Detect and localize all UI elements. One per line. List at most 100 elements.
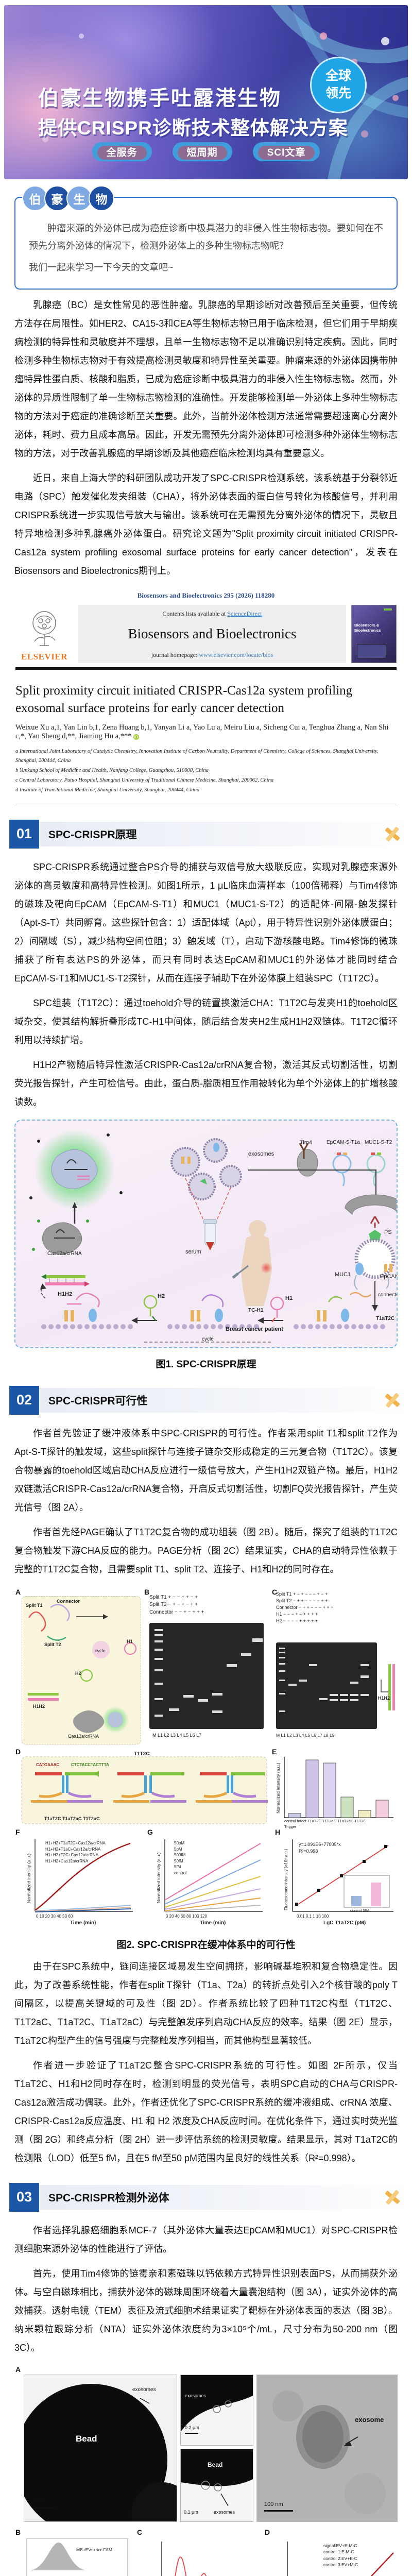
journal-masthead: Contents lists available at ScienceDirec… [78,605,346,663]
figure-2-caption: 图2. SPC-CRISPR在缓冲体系中的可行性 [116,1939,296,1951]
sparkle-icon [385,1393,400,1408]
section-1-bar [9,821,412,846]
fig2-panel-c-letter: C [272,1587,278,1596]
fig2-a-split-t2: Split T2 [44,1641,61,1647]
section-1-header: 01 SPC-CRISPR原理 [0,819,412,849]
fig3-scalebar-1 [32,2506,54,2509]
affiliation-b: b Yunkang School of Medicine and Health,… [15,768,209,774]
affiliation-d: d Institute of Translational Medicine, S… [15,787,200,793]
section-2-bar [9,1387,412,1413]
elsevier-wordmark: ELSEVIER [21,652,67,662]
cover-title: Biosensors & Bioelectronics [354,623,381,633]
fig3-scalebar-2 [185,2432,198,2434]
section-2-title: SPC-CRISPR可行性 [48,1395,148,1407]
fig2-f-ylabel: Normalized inensity (a.u.) [26,1853,31,1903]
fig1-label-cas: Cas12a/crRNA [47,1250,82,1257]
fig2-c-h1h2: H1H2 [378,1695,390,1701]
fig3-panel-b-letter: B [15,2528,21,2536]
fig1-label-tch1: TC-H1 [248,1307,264,1313]
fig3-bead-label-1: Bead [76,2433,97,2444]
fig2-panel-b-letter: B [144,1587,150,1596]
paper-authors: Weixue Xu a,1, Yan Lin b,1, Zena Huang b… [15,723,397,741]
fig2-panel-a-letter: A [15,1587,21,1596]
section-2-number: 02 [9,1385,39,1415]
fig2-g-xticks: 0 20 40 60 80 100 120 [166,1913,208,1919]
fig2-h-xlabel: LgC T1aT2C (pM) [323,1920,366,1926]
logo-circle-4: 物 [89,185,114,211]
fig2-h-xticks: 0.01 0.1 1 10 100 [297,1913,329,1919]
pill-sci-article: SCI文章 [252,142,320,161]
fig3-panel-d-letter: D [265,2528,270,2536]
fig2-g-xlabel: Time (min) [200,1920,226,1926]
s1-paragraph-2: SPC组装（T1T2C）：通过toehold介导的链置换激活CHA：T1T2C与… [14,997,398,1045]
pill-full-service: 全服务 [92,142,152,161]
logo-circle-2: 豪 [44,185,70,211]
homepage-line: journal homepage: www.elsevier.com/locat… [81,651,343,659]
banner-pills: 全服务 短周期 SCI文章 [4,142,408,161]
fig2-panel-d-letter: D [15,1747,21,1756]
fig3-panel-c-letter: C [137,2528,143,2536]
fig2-c-lanes: M L1 L2 L3 L4 L5 L6 L7 L8 L9 [276,1732,335,1738]
fig3-tem-large: Bead exosomes 1 μm [24,2374,177,2522]
section-1-number: 01 [9,819,39,849]
fig1-label-probe1: EpCAM-S-T1a [327,1139,360,1145]
fig2-c-matrix: Split T1 + − + − − − + − + Split T2 − + … [276,1591,334,1624]
fig2-a-cas: Cas12a/crRNA [68,1733,99,1739]
fig2-a-connector: Connector [57,1598,80,1604]
fig3-row2-graphics [26,2538,394,2576]
orcid-icon: iD [133,734,139,740]
authors-text: Weixue Xu a,1, Yan Lin b,1, Zena Huang b… [15,723,389,740]
section-1-title: SPC-CRISPR原理 [48,828,137,841]
section-2-header: 02 SPC-CRISPR可行性 [0,1385,412,1415]
fig3-exosomes-label-2: exosomes [185,2393,207,2398]
fig3-b-series1: MB+EVs+scr-FAM [76,2547,112,2552]
journal-issue-line: Biosensors and Bioelectronics 295 (2026)… [137,591,275,599]
fig3-tem-small-bottom-graphic [181,2449,253,2506]
fig1-label-h1h2: H1H2 [58,1291,73,1297]
figure-1: exosomes Tim4 EpCAM-S-T1a MUC1-S-T2 seru… [14,1119,398,1370]
figure-1-caption: 图1. SPC-CRISPR原理 [156,1359,256,1370]
fig3-scale-01um: 0.1 μm [184,2509,198,2515]
fig1-label-h1: H1 [285,1295,293,1301]
fig2-a-split-t1: Split T1 [26,1602,43,1608]
fig3-tem-exosome: exosome 100 nm [256,2374,398,2522]
fig2-e-cats: control Intact T1aT2C T1T2aC T1aT2aC T1T… [284,1818,367,1829]
fig3-scale-02um: 0.2 μm [185,2425,199,2430]
masthead-rule [15,667,397,670]
fig2-panel-f-letter: F [15,1827,20,1836]
fig2-panel-g-letter: G [147,1827,153,1836]
fig3-tem-exosome-graphic [257,2375,397,2521]
fig3-scalebar-3 [264,2510,293,2512]
sciencedirect-link[interactable]: ScienceDirect [227,610,262,617]
paper-title: Split proximity circuit initiated CRISPR… [15,684,353,715]
elsevier-logo: ELSEVIER [15,605,73,663]
section-3-number: 03 [9,2182,39,2212]
figure-1-graphics [29,1129,397,1343]
fig3-scale-1um: 1 μm [32,2497,45,2503]
cover-chip-art [357,644,386,658]
fig1-label-muc1: MUC1 [335,1271,351,1278]
paper-affiliations: a International Joint Laboratory of Cata… [15,747,397,795]
journal-cover-thumbnail: Biosensors & Bioelectronics [351,605,397,663]
banner-title-line1: 伯豪生物携手吐露港生物 [38,87,282,110]
fig2-b-matrix: Split T1 + − − + + − + Split T2 − + − + … [149,1594,204,1615]
fig1-label-serum: serum [185,1248,201,1255]
hero-banner: 伯豪生物携手吐露港生物 提供CRISPR诊断技术整体解决方案 全球 领先 全服务… [4,5,408,179]
sparkle-icon [385,826,400,841]
intro-box: 伯 豪 生 物 肿瘤来源的外泌体已成为癌症诊断中极具潜力的非侵入性生物标志物。要… [14,185,398,290]
pill-short-cycle-label: 短周期 [177,146,227,160]
figure-2-graphics [21,1604,395,1912]
contents-line: Contents lists available at ScienceDirec… [81,610,343,618]
section-3-header: 03 SPC-CRISPR检测外泌体 [0,2182,412,2212]
fig2-h-ylabel: Fluorescence intensity (×10⁶ a.u.) [284,1849,288,1910]
journal-homepage-link[interactable]: www.elsevier.com/locate/bios [199,651,273,658]
fig1-label-t1at2c: T1aT2C [376,1315,395,1321]
sparkle-icon [385,2190,400,2205]
contents-label: Contents lists available at [162,610,228,617]
fig2-f-legend: H1+H2+T1aT2C+Cas12a/crRNA H1+H2+T1aC+Cas… [45,1840,106,1863]
fig3-exosomes-label-1: exosomes [132,2386,156,2393]
fig2-g-ylabel: Normalized intensity (a.u.) [156,1852,161,1903]
figure-1-scheme: exosomes Tim4 EpCAM-S-T1a MUC1-S-T2 seru… [14,1119,398,1348]
fig2-panel-h-letter: H [275,1827,281,1836]
fig1-label-h2: H2 [158,1293,165,1299]
